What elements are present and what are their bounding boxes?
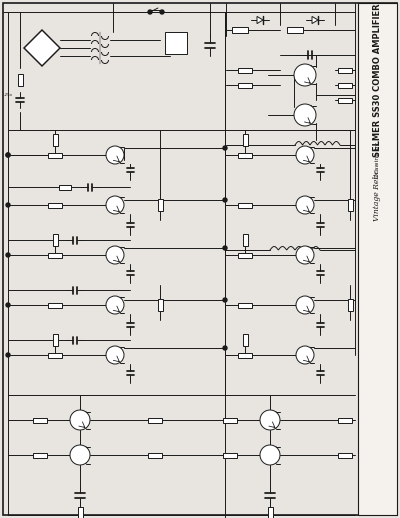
Bar [52,234,58,246]
Circle shape [223,246,227,250]
Bar [242,334,248,346]
Bar [238,82,252,88]
Bar [48,252,62,257]
Polygon shape [257,17,263,24]
Bar [338,97,352,103]
Bar [52,134,58,146]
Circle shape [6,153,10,157]
Bar [48,203,62,208]
Bar [33,418,47,423]
Bar [33,453,47,457]
Circle shape [296,346,314,364]
Circle shape [296,146,314,164]
Bar [238,152,252,157]
Bar [268,507,272,518]
Circle shape [106,346,124,364]
Bar [238,353,252,357]
Bar [238,303,252,308]
Bar [158,199,162,211]
Circle shape [160,10,164,14]
Circle shape [296,296,314,314]
Circle shape [70,445,90,465]
Circle shape [296,246,314,264]
Bar [165,32,187,54]
Circle shape [6,203,10,207]
Text: SELMER SS30 COMBO AMPLIFIER: SELMER SS30 COMBO AMPLIFIER [372,3,382,157]
Bar [338,453,352,457]
Bar [52,334,58,346]
Circle shape [294,104,316,126]
Bar [338,67,352,73]
Bar [18,74,22,86]
Circle shape [260,445,280,465]
Bar [287,27,303,33]
Circle shape [148,10,152,14]
Circle shape [6,253,10,257]
Bar [338,82,352,88]
Bar [338,418,352,423]
Bar [232,27,248,33]
Bar [242,134,248,146]
Bar [223,453,237,457]
Bar [148,418,162,423]
Bar [48,303,62,308]
Bar [48,152,62,157]
Circle shape [223,298,227,302]
Bar [358,3,397,515]
Bar [78,507,82,518]
Text: Drawing by: Drawing by [374,142,380,178]
Circle shape [6,153,10,157]
Circle shape [106,196,124,214]
Circle shape [106,296,124,314]
Bar [223,418,237,423]
Text: -25v: -25v [4,93,13,97]
Bar [59,184,71,190]
Circle shape [260,410,280,430]
Circle shape [106,246,124,264]
Polygon shape [24,30,60,66]
Bar [158,299,162,311]
Bar [238,67,252,73]
Bar [242,234,248,246]
Bar [348,299,352,311]
Polygon shape [312,17,318,24]
Circle shape [223,146,227,150]
Bar [238,252,252,257]
Circle shape [6,303,10,307]
Bar [348,199,352,211]
Circle shape [223,346,227,350]
Bar [48,353,62,357]
Circle shape [296,196,314,214]
Circle shape [223,198,227,202]
Circle shape [70,410,90,430]
Bar [238,203,252,208]
Circle shape [294,64,316,86]
Bar [148,453,162,457]
Text: Vintage Relic: Vintage Relic [373,169,381,221]
Circle shape [106,146,124,164]
Circle shape [6,353,10,357]
